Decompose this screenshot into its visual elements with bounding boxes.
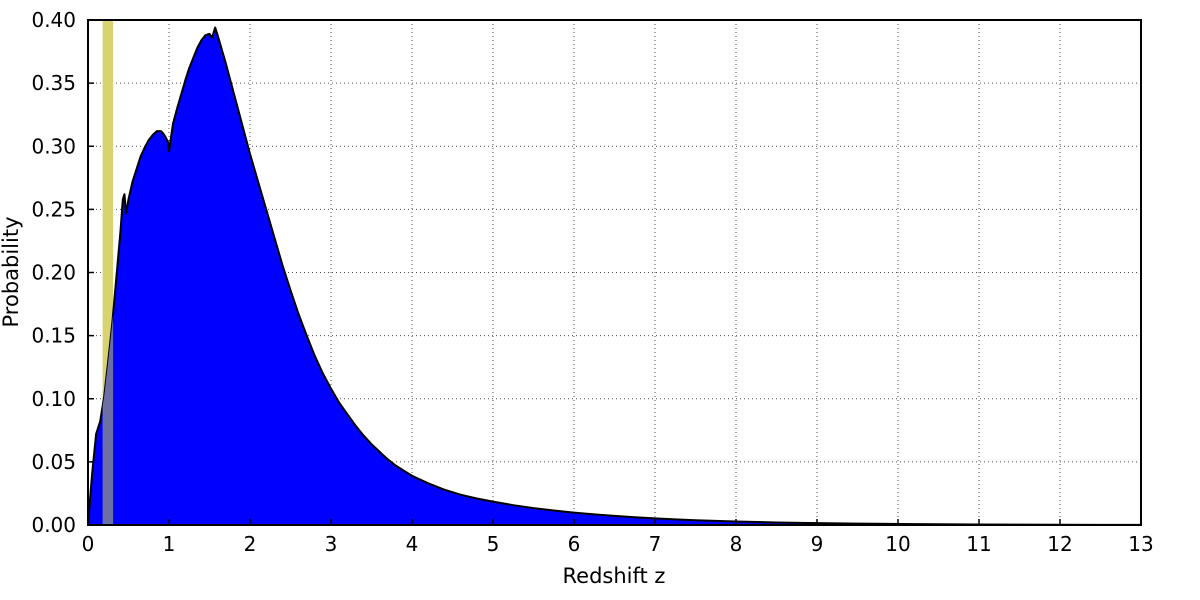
x-tick-label: 5 bbox=[487, 532, 500, 556]
y-tick-label: 0.15 bbox=[31, 324, 76, 348]
y-tick-label: 0.20 bbox=[31, 261, 76, 285]
axis-tick-marks bbox=[87, 19, 1142, 526]
y-tick-label: 0.00 bbox=[31, 513, 76, 537]
x-axis-label: Redshift z bbox=[563, 564, 666, 588]
x-tick-label: 9 bbox=[811, 532, 824, 556]
x-tick-label: 12 bbox=[1047, 532, 1072, 556]
x-tick-label: 6 bbox=[568, 532, 581, 556]
redshift-highlight-band-overlap bbox=[102, 313, 114, 525]
probability-fill bbox=[88, 27, 1141, 525]
x-tick-label: 1 bbox=[163, 532, 176, 556]
x-tick-label: 4 bbox=[406, 532, 419, 556]
probability-area-series bbox=[87, 26, 1141, 526]
highlight-band-overlap-region bbox=[102, 313, 114, 525]
x-tick-label: 8 bbox=[730, 532, 743, 556]
x-axis-tick-labels: 0 1 2 3 4 5 6 7 8 9 10 11 12 13 bbox=[82, 532, 1154, 556]
y-tick-label: 0.35 bbox=[31, 71, 76, 95]
x-tick-label: 0 bbox=[82, 532, 95, 556]
x-tick-label: 11 bbox=[966, 532, 991, 556]
y-axis-label: Probability bbox=[0, 216, 23, 327]
y-tick-label: 0.30 bbox=[31, 134, 76, 158]
grid-lines bbox=[88, 19, 1141, 525]
x-tick-label: 2 bbox=[244, 532, 257, 556]
y-axis-tick-labels: 0.00 0.05 0.10 0.15 0.20 0.25 0.30 0.35 0.40 bbox=[31, 8, 76, 537]
x-tick-label: 10 bbox=[885, 532, 910, 556]
x-tick-label: 13 bbox=[1128, 532, 1153, 556]
y-tick-label: 0.25 bbox=[31, 197, 76, 221]
highlight-band-rect bbox=[102, 20, 114, 525]
y-tick-label: 0.40 bbox=[31, 8, 76, 32]
redshift-highlight-band bbox=[102, 20, 114, 525]
y-tick-label: 0.05 bbox=[31, 450, 76, 474]
probability-curve-outline bbox=[87, 26, 1141, 526]
y-tick-label: 0.10 bbox=[31, 387, 76, 411]
x-tick-label: 7 bbox=[649, 532, 662, 556]
x-tick-label: 3 bbox=[325, 532, 338, 556]
